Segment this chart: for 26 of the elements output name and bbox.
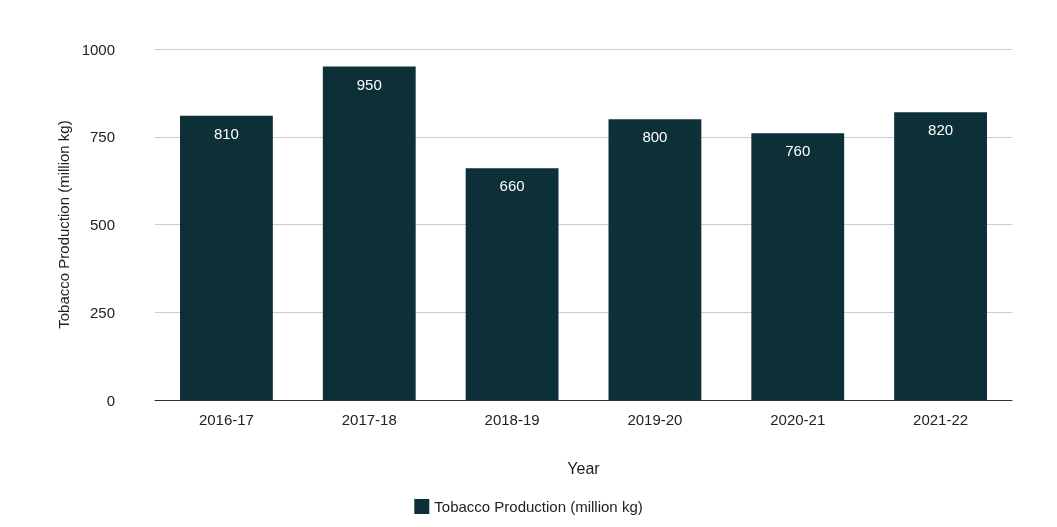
bar — [322, 66, 416, 400]
data-label: 820 — [928, 121, 954, 139]
data-label: 950 — [356, 75, 382, 93]
y-axis-title: Tobacco Production (million kg) — [54, 120, 72, 329]
bar — [608, 119, 702, 400]
y-tick-label: 750 — [89, 128, 115, 146]
x-tick-label: 2020-21 — [770, 411, 826, 428]
data-label: 760 — [785, 142, 811, 160]
x-tick-label: 2017-18 — [341, 411, 397, 428]
x-tick-label: 2016-17 — [198, 411, 254, 428]
data-label: 810 — [213, 124, 239, 142]
data-label: 660 — [499, 177, 525, 195]
bar — [465, 168, 559, 400]
x-tick-label: 2018-19 — [484, 411, 540, 428]
y-tick-label: 250 — [89, 303, 115, 321]
y-tick-label: 1000 — [81, 40, 115, 58]
bar — [180, 115, 273, 400]
x-axis-title: Year — [567, 459, 601, 477]
legend-label: Tobacco Production (million kg) — [434, 498, 643, 515]
x-tick-label: 2021-22 — [913, 411, 969, 428]
data-label: 800 — [642, 128, 668, 146]
bar — [894, 112, 987, 400]
x-tick-label: 2019-20 — [627, 411, 683, 428]
y-tick-label: 0 — [106, 391, 115, 409]
bar — [751, 133, 845, 400]
y-tick-label: 500 — [89, 216, 115, 233]
